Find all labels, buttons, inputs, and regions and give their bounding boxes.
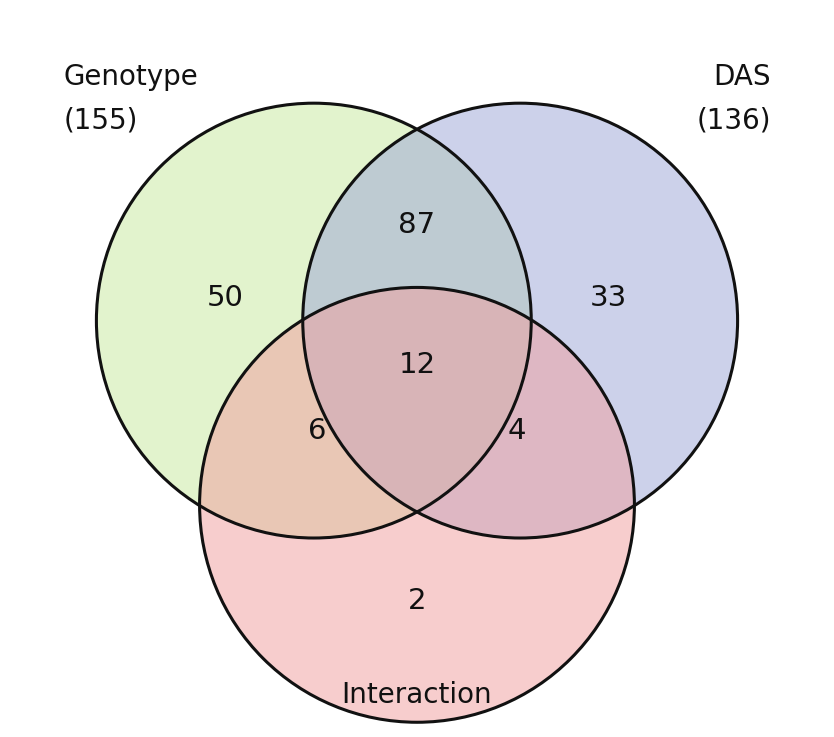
Text: DAS: DAS [713,63,771,91]
Text: 6: 6 [309,417,327,445]
Text: 50: 50 [207,284,244,312]
Circle shape [199,287,635,722]
Circle shape [97,103,531,538]
Text: (136): (136) [696,107,771,135]
Text: Interaction: Interaction [342,681,492,709]
Text: 2: 2 [408,587,426,615]
Text: Genotype: Genotype [63,63,198,91]
Circle shape [303,103,737,538]
Text: 12: 12 [399,351,435,379]
Text: 87: 87 [399,211,435,239]
Text: 33: 33 [590,284,627,312]
Text: 4: 4 [507,417,525,445]
Text: (155): (155) [63,107,138,135]
